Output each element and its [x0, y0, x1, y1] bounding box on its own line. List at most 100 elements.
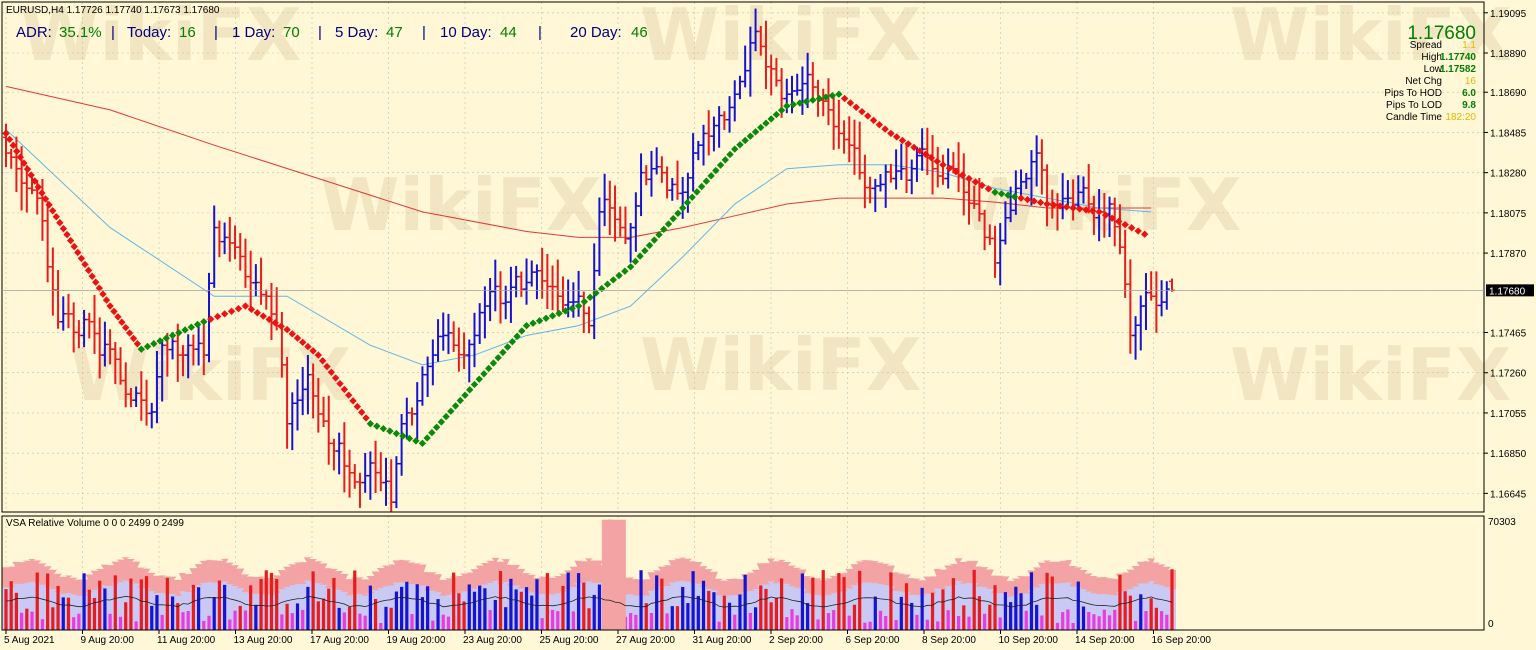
volume-bar: [40, 619, 45, 630]
volume-bar: [951, 578, 955, 630]
trend-dot: [340, 385, 349, 394]
volume-bar: [144, 576, 149, 630]
trend-dot: [214, 312, 222, 321]
volume-bar: [707, 590, 711, 630]
trend-dot: [561, 307, 570, 315]
trend-dot: [809, 96, 817, 104]
volume-bar: [722, 595, 726, 630]
trend-dot: [736, 141, 744, 149]
trend-dot: [939, 161, 947, 169]
trend-dot: [615, 271, 623, 280]
volume-bar: [977, 596, 982, 630]
volume-bar: [946, 610, 950, 630]
volume-bar: [108, 613, 112, 630]
volume-bar: [290, 613, 294, 630]
volume-bar: [904, 583, 909, 630]
trend-dot: [958, 171, 967, 179]
volume-bar: [72, 617, 76, 630]
current-price-big: 1.17680: [1407, 23, 1476, 44]
volume-bar: [790, 609, 794, 630]
volume-bar: [779, 578, 784, 630]
volume-bar: [863, 622, 867, 630]
volume-bar: [1118, 574, 1122, 630]
trend-dot: [513, 332, 521, 341]
trend-dot: [349, 397, 357, 405]
volume-bar: [212, 597, 216, 630]
x-axis-tick-label: 23 Aug 20:00: [463, 635, 522, 646]
trend-dot: [751, 128, 760, 136]
volume-bar: [46, 573, 50, 630]
volume-bar: [826, 613, 831, 630]
volume-bar: [124, 602, 128, 630]
volume-bar: [20, 612, 24, 630]
volume-bar: [228, 619, 232, 630]
trend-dot: [38, 189, 46, 197]
volume-bar: [738, 594, 742, 630]
trend-dot: [636, 252, 644, 260]
volume-bar: [478, 585, 482, 630]
trend-dot: [916, 147, 924, 155]
pips-to-hod-label: Pips To HOD: [1384, 88, 1442, 99]
high-label: High: [1421, 52, 1442, 63]
day20-value: 46: [631, 24, 648, 41]
volume-bar: [405, 581, 409, 630]
volume-bar: [962, 605, 966, 630]
trend-dot: [828, 91, 837, 100]
volume-bar: [264, 570, 268, 630]
trend-dot: [945, 164, 954, 172]
volume-bar: [358, 613, 362, 630]
axes: 1.19095 1.18890 1.18690 1.18485 1.18280 1.180…: [4, 9, 1534, 646]
volume-bar: [759, 585, 763, 630]
day5-value: 47: [386, 24, 403, 41]
volume-bar: [592, 594, 596, 630]
volume-bar: [582, 582, 586, 630]
volume-bar: [1014, 586, 1018, 630]
trend-dot: [461, 391, 469, 399]
trend-dot: [259, 312, 267, 320]
trend-dot: [77, 254, 86, 263]
volume-bar: [1139, 594, 1143, 630]
volume-bar: [988, 604, 992, 630]
volume-bar: [150, 605, 154, 630]
volume-bar: [748, 612, 752, 630]
volume-bar: [1149, 598, 1153, 630]
volume-bar: [483, 588, 487, 630]
trend-dot: [41, 195, 50, 203]
volume-bar: [540, 618, 544, 630]
volume-bar: [915, 614, 919, 630]
volume-bar: [160, 614, 164, 630]
volume-bar: [1170, 569, 1174, 630]
volume-bar: [837, 573, 841, 630]
volume-bar: [561, 585, 565, 630]
trend-dot: [253, 309, 262, 317]
trend-dot: [852, 103, 860, 111]
trend-dot: [522, 321, 531, 330]
trend-dot: [81, 260, 89, 269]
trend-dot: [494, 354, 502, 362]
volume-bar: [1019, 593, 1023, 630]
volume-bar: [764, 588, 768, 630]
volume-bar: [550, 609, 555, 630]
trend-dot: [156, 337, 164, 345]
trend-dot: [1069, 204, 1077, 212]
pips-to-lod-label: Pips To LOD: [1386, 100, 1442, 111]
trend-dot: [379, 424, 388, 433]
volume-bar: [727, 602, 732, 630]
y-axis-tick-label: 1.18280: [1490, 169, 1527, 180]
trend-dot: [405, 434, 414, 443]
trend-dot: [442, 412, 450, 421]
watermark-layer: WikiFX WikiFX WikiFX WikiFX WikiFX WikiFX Wiki…: [20, 0, 1511, 417]
volume-panel: [2, 519, 1176, 630]
volume-bar: [301, 609, 305, 630]
day20-label: 20 Day:: [570, 24, 622, 41]
volume-bar: [254, 604, 258, 630]
volume-bar: [665, 613, 669, 630]
volume-bar: [353, 570, 357, 630]
volume-bar: [316, 601, 320, 630]
y-axis-tick-label: 1.16850: [1490, 449, 1527, 460]
volume-bar: [1123, 591, 1127, 630]
trend-dot: [997, 190, 1006, 198]
volume-bar: [514, 589, 518, 630]
volume-bar: [894, 619, 898, 630]
pips-to-hod-value: 6.0: [1462, 88, 1476, 99]
